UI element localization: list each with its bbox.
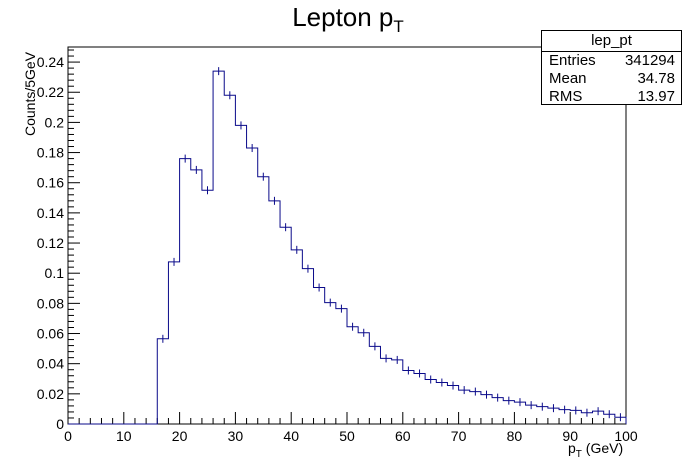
y-tick-label: 0.18	[37, 145, 64, 161]
y-tick-label: 0.2	[45, 114, 65, 130]
y-tick-label: 0.1	[45, 265, 65, 281]
histogram-bin	[336, 309, 347, 424]
histogram-bin	[358, 333, 369, 424]
stats-rms: RMS 13.97	[549, 88, 675, 105]
y-tick-label: 0	[56, 416, 64, 432]
histogram-bin	[191, 170, 202, 424]
x-tick-label: 20	[172, 428, 188, 444]
histogram-bin	[325, 303, 336, 424]
histogram-bin	[481, 395, 492, 424]
histogram-bin	[180, 159, 191, 424]
axis-tick-labels: 0 10 20 30 40 50 60 70 80 90 100 0 0.02 0.04 0.06 0.08 0…	[37, 54, 638, 444]
error-bars	[162, 67, 621, 422]
x-tick-label: 90	[562, 428, 578, 444]
histogram-bin	[380, 358, 391, 424]
histogram-bin	[258, 177, 269, 424]
histogram-bin	[459, 390, 470, 424]
x-tick-label: 0	[64, 428, 72, 444]
histogram-bin	[425, 380, 436, 424]
y-tick-label: 0.22	[37, 84, 64, 100]
x-axis-label: pT (GeV)	[568, 440, 624, 460]
x-tick-label: 80	[507, 428, 523, 444]
y-tick-label: 0.02	[37, 386, 64, 402]
stats-box: lep_pt Entries 341294 Mean 34.78 RMS 13.…	[541, 30, 682, 105]
histogram-bin	[291, 250, 302, 424]
histogram-bins	[157, 71, 626, 424]
x-tick-label: 10	[116, 428, 132, 444]
x-tick-label: 50	[339, 428, 355, 444]
y-axis-label: Counts/5GeV	[22, 51, 38, 136]
y-tick-label: 0.24	[37, 54, 64, 70]
histogram-bin	[347, 327, 358, 424]
histogram-bin	[470, 392, 481, 424]
stats-entries: Entries 341294	[549, 52, 675, 69]
histogram-bin	[314, 288, 325, 424]
y-tick-label: 0.08	[37, 295, 64, 311]
histogram-bin	[369, 346, 380, 424]
histogram-bin	[202, 190, 213, 424]
histogram-bin	[447, 386, 458, 424]
x-tick-label: 100	[614, 428, 638, 444]
y-tick-label: 0.12	[37, 235, 64, 251]
stats-name: lep_pt	[542, 31, 681, 52]
stats-mean: Mean 34.78	[549, 70, 675, 87]
histogram-bin	[414, 373, 425, 424]
histogram-bin	[213, 71, 224, 424]
histogram-bin	[302, 269, 313, 424]
histogram-bin	[157, 339, 168, 424]
x-tick-label: 40	[283, 428, 299, 444]
y-tick-label: 0.14	[37, 205, 64, 221]
y-tick-label: 0.04	[37, 356, 64, 372]
x-tick-label: 70	[451, 428, 467, 444]
axis-ticks	[67, 49, 627, 425]
histogram-outline	[68, 70, 627, 425]
histogram-bin	[403, 370, 414, 424]
histogram-bin	[280, 227, 291, 424]
histogram-bin	[269, 201, 280, 424]
histogram-bin	[247, 148, 258, 424]
chart-title: Lepton pT	[292, 2, 404, 36]
x-tick-label: 30	[228, 428, 244, 444]
histogram-bin	[436, 383, 447, 424]
y-tick-label: 0.06	[37, 326, 64, 342]
y-tick-label: 0.16	[37, 175, 64, 191]
histogram-bin	[224, 95, 235, 424]
histogram-bin	[168, 262, 179, 424]
histogram-bin	[235, 125, 246, 424]
histogram-bin	[392, 360, 403, 424]
x-tick-label: 60	[395, 428, 411, 444]
